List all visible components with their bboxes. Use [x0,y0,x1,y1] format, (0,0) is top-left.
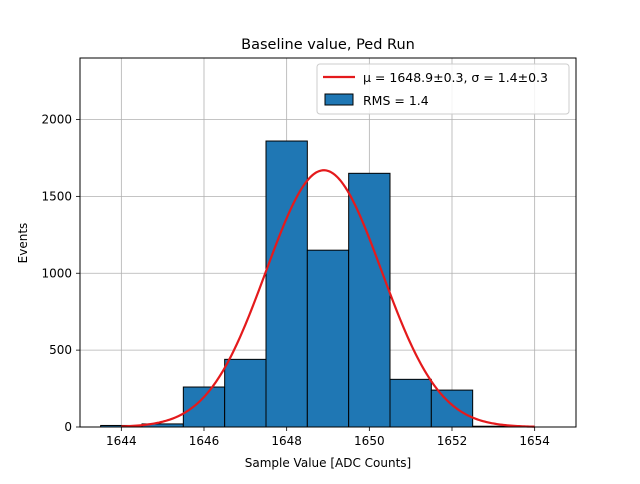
x-axis-ticks: 1644 1646 1648 1650 1652 1654 [106,427,550,448]
x-tick-label: 1646 [189,434,220,448]
histogram-bar-4 [224,358,267,428]
fit-curve-line [121,169,535,428]
x-tick-label: 1650 [354,434,385,448]
y-tick-label: 1000 [41,266,72,280]
histogram-bar-8 [389,378,432,428]
x-tick-label: 1652 [437,434,468,448]
gaussian-fit [121,169,535,428]
y-tick-label: 0 [64,420,72,434]
y-axis-label: Events [16,223,30,264]
legend-fit-label: μ = 1648.9±0.3, σ = 1.4±0.3 [363,70,548,85]
y-tick-label: 2000 [41,113,72,127]
legend-box [316,63,570,115]
y-tick-label: 1500 [41,189,72,203]
x-axis-label: Sample Value [ADC Counts] [245,456,411,470]
histogram-bar-6 [306,249,350,428]
y-tick-label: 500 [49,343,72,357]
legend-hist-label: RMS = 1.4 [363,93,429,108]
axes-frame [79,57,577,428]
histogram-bar-3 [182,386,226,428]
chart-title: Baseline value, Ped Run [241,37,415,53]
histogram-bar-9 [430,389,474,428]
x-tick-label: 1654 [519,434,550,448]
legend: μ = 1648.9±0.3, σ = 1.4±0.3 RMS = 1.4 [316,63,570,115]
y-axis-ticks: 0 500 1000 1500 2000 [41,113,80,434]
histogram-bar-7 [348,172,391,428]
legend-hist-swatch [324,93,354,106]
x-tick-label: 1644 [106,434,137,448]
histogram-bar-5 [265,140,308,428]
x-tick-label: 1648 [271,434,302,448]
